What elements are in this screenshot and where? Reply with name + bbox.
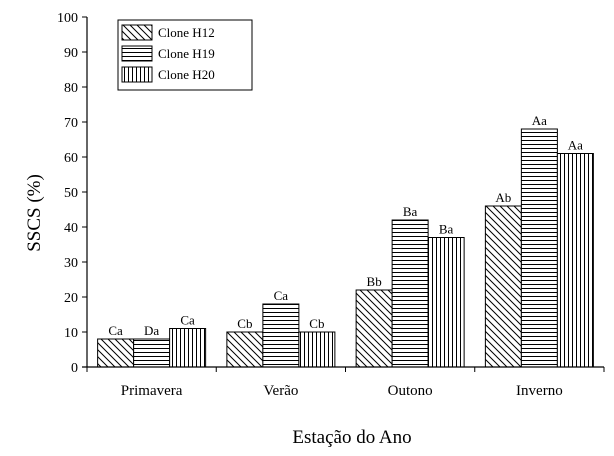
bar-clone-h19-outono — [391, 219, 429, 368]
legend-swatch — [121, 66, 153, 83]
x-axis-title: Estação do Ano — [292, 427, 411, 448]
y-axis-title: SSCS (%) — [24, 174, 45, 252]
axes-group: Primavera Verão Outono Inverno 0 10 20 30 40 50 60… — [57, 11, 605, 399]
legend-swatch — [121, 24, 153, 41]
data-label: Bb — [367, 274, 382, 289]
data-label: Ab — [495, 190, 511, 205]
bars-group — [97, 128, 594, 368]
y-tick-label: 70 — [64, 116, 78, 131]
y-tick-label: 30 — [64, 256, 78, 271]
y-tick-label: 90 — [64, 46, 78, 61]
y-tick-label: 50 — [64, 186, 78, 201]
bar-clone-h20-verão — [298, 331, 336, 368]
x-tick-label: Verão — [263, 383, 298, 399]
y-tick-label: 20 — [64, 291, 78, 306]
data-label: Ca — [180, 313, 195, 328]
data-label: Da — [144, 323, 159, 338]
y-tick-label: 80 — [64, 81, 78, 96]
y-tick-label: 0 — [71, 361, 78, 376]
data-labels-group: Ca Da Ca Cb Ca Cb Bb Ba Ba Ab Aa Aa — [108, 113, 583, 338]
data-label: Ca — [108, 323, 123, 338]
bar-clone-h19-primavera — [133, 338, 171, 368]
y-tick-label: 100 — [57, 11, 78, 26]
legend-label: Clone H19 — [158, 46, 215, 61]
data-label: Ca — [274, 288, 289, 303]
data-label: Ba — [403, 204, 418, 219]
bar-clone-h12-inverno — [484, 205, 522, 368]
data-label: Ba — [439, 222, 454, 237]
legend: Clone H12 Clone H19 Clone H20 — [117, 19, 253, 91]
y-tick-label: 40 — [64, 221, 78, 236]
bar-clone-h20-inverno — [556, 153, 594, 368]
data-label: Cb — [309, 316, 324, 331]
bar-clone-h19-inverno — [520, 128, 558, 368]
bar-clone-h20-outono — [427, 237, 465, 368]
bar-clone-h12-outono — [355, 289, 393, 368]
data-label: Aa — [532, 113, 547, 128]
data-label: Aa — [568, 138, 583, 153]
data-label: Cb — [237, 316, 252, 331]
y-tick-label: 10 — [64, 326, 78, 341]
legend-swatch — [121, 45, 153, 62]
bar-clone-h20-primavera — [169, 328, 207, 368]
y-tick-label: 60 — [64, 151, 78, 166]
x-tick-label: Outono — [388, 383, 433, 399]
bar-clone-h19-verão — [262, 303, 300, 368]
x-tick-label: Primavera — [121, 383, 183, 399]
legend-label: Clone H20 — [158, 67, 215, 82]
x-tick-label: Inverno — [516, 383, 563, 399]
bar-clone-h12-primavera — [97, 338, 135, 368]
bar-clone-h12-verão — [226, 331, 264, 368]
legend-label: Clone H12 — [158, 25, 215, 40]
